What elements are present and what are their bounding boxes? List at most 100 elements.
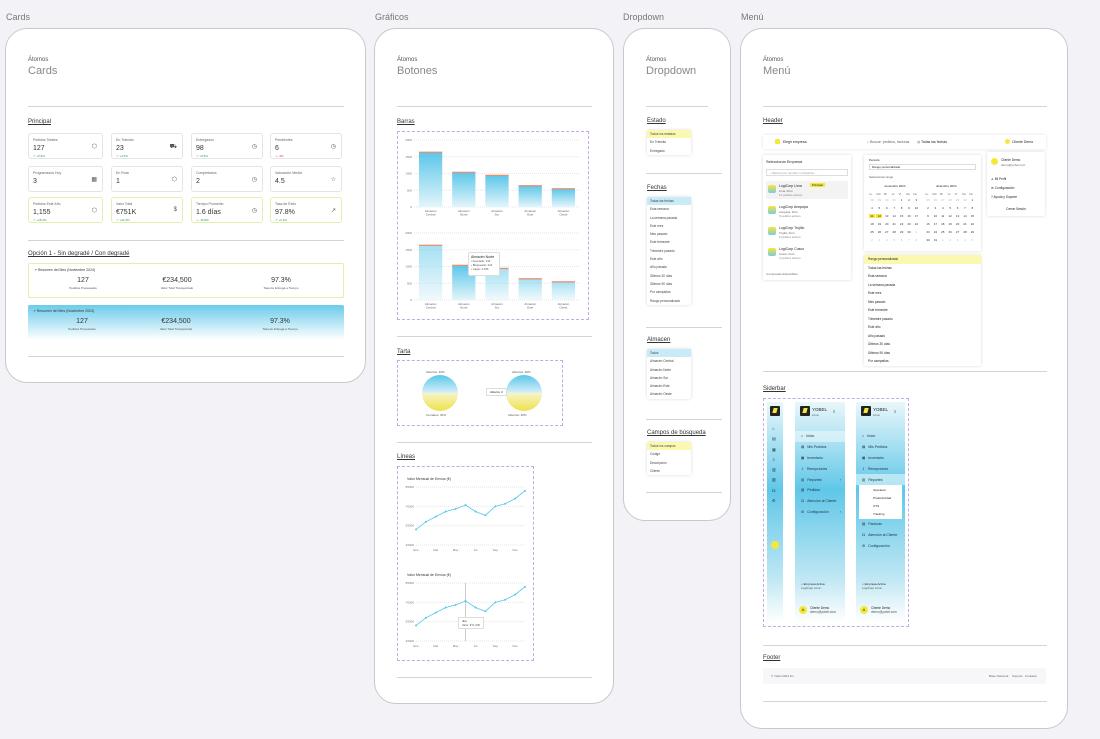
sidebar-item[interactable]: ⚙ Configuración bbox=[856, 541, 905, 552]
calendar-day[interactable]: 5 bbox=[878, 206, 881, 210]
calendar-day[interactable]: 30 bbox=[963, 198, 967, 202]
help-link[interactable]: ? Ayuda y Soporte bbox=[991, 195, 1017, 199]
sidebar-item[interactable]: ⚙ Configuración › bbox=[795, 507, 845, 518]
dropdown-option[interactable]: Mes pasado bbox=[650, 232, 668, 237]
sidebar-item[interactable]: ▦ Inventario bbox=[856, 453, 905, 464]
calendar-day[interactable]: 4 bbox=[941, 206, 944, 210]
calendar-day[interactable]: 16 bbox=[926, 222, 930, 226]
dropdown-option[interactable]: Rango personalizado bbox=[650, 298, 681, 303]
dropdown-option[interactable]: Almacén Oeste bbox=[650, 392, 672, 397]
dropdown-option[interactable]: Por campañas bbox=[650, 290, 671, 295]
calendar-day[interactable]: 7 bbox=[964, 206, 966, 210]
dropdown-option[interactable]: Esta semana bbox=[650, 207, 669, 212]
calendar-day[interactable]: 10 bbox=[933, 214, 938, 218]
calendar-day[interactable]: 3 bbox=[878, 238, 881, 242]
calendar-day[interactable]: 13 bbox=[885, 214, 889, 218]
dropdown-option[interactable]: Almacén Sur bbox=[650, 375, 669, 380]
calendar-day[interactable]: 13 bbox=[955, 214, 960, 218]
calendar-day[interactable]: 19 bbox=[948, 222, 952, 226]
calendar-day[interactable]: 12 bbox=[948, 214, 952, 218]
company-option[interactable]: LogiCorp Arequipa Arequipa, Perú 8 pedidos… bbox=[766, 202, 848, 220]
calendar-day[interactable]: 22 bbox=[970, 222, 975, 226]
dropdown-option[interactable]: Este trimestre bbox=[650, 240, 670, 245]
calendar-day[interactable]: 30 bbox=[907, 230, 911, 234]
sidebar-item[interactable]: ▤ Mis Pedidos bbox=[795, 442, 845, 453]
calendar-day[interactable]: 15 bbox=[899, 214, 904, 218]
calendar-day[interactable]: 26 bbox=[877, 230, 882, 234]
avatar[interactable]: A bbox=[799, 606, 807, 614]
dropdown-option[interactable]: Últimos 30 días bbox=[650, 273, 672, 278]
calendar-day[interactable]: 30 bbox=[926, 238, 930, 242]
company-option[interactable]: LogiCorp Lima Lima, Perú 12 pedidos activo… bbox=[766, 181, 848, 199]
calendar-day[interactable]: 25 bbox=[941, 230, 945, 234]
calendar-day[interactable]: 31 bbox=[892, 198, 896, 202]
sidebar-item[interactable]: ⌂ Inicio bbox=[795, 431, 845, 442]
calendar-day[interactable]: 5 bbox=[893, 238, 896, 242]
submenu-item[interactable]: OTS bbox=[873, 503, 880, 508]
calendar-day[interactable]: 1 bbox=[900, 198, 903, 202]
kpi-card[interactable]: Entregados 98 ↗ +5.5% ◷ bbox=[191, 133, 263, 159]
calendar-day[interactable]: 4 bbox=[871, 206, 873, 210]
kpi-card[interactable]: En Tránsito 23 ↗ +3.5% ⛟ bbox=[111, 133, 183, 159]
sidebar-icon[interactable]: ▤ bbox=[772, 436, 776, 442]
calendar-day[interactable]: 28 bbox=[892, 230, 896, 234]
calendar-day[interactable]: 29 bbox=[955, 198, 960, 202]
calendar-day[interactable]: 26 bbox=[948, 230, 952, 234]
dropdown-option[interactable]: Todos los campos bbox=[647, 442, 691, 451]
calendar-day[interactable]: 19 bbox=[877, 222, 882, 226]
calendar-day[interactable]: 16 bbox=[907, 214, 911, 218]
footer-link[interactable]: Soporte bbox=[1012, 674, 1023, 678]
calendar-day[interactable]: 5 bbox=[971, 238, 974, 242]
logout-button[interactable]: Cerrar Sesión bbox=[1006, 207, 1026, 211]
sidebar-icon[interactable]: ☊ bbox=[772, 487, 776, 493]
settings-link[interactable]: ⚙ Configuración bbox=[991, 186, 1015, 190]
sidebar-item[interactable]: ▦ Inventario bbox=[795, 453, 845, 464]
date-preset-option[interactable]: Rango personalizado bbox=[864, 255, 981, 264]
dropdown-option[interactable]: Últimos 90 días bbox=[650, 281, 672, 286]
sidebar-item[interactable]: ▧ Facturas bbox=[856, 519, 905, 530]
kpi-card[interactable]: En Ruta 1 ⬡ bbox=[111, 166, 183, 192]
calendar-day[interactable]: 30 bbox=[885, 198, 889, 202]
calendar-day[interactable]: 3 bbox=[956, 238, 959, 242]
date-preset-option[interactable]: Esta semana bbox=[868, 274, 887, 278]
calendar-day[interactable]: 1 bbox=[941, 238, 944, 242]
calendar-day[interactable]: 17 bbox=[914, 214, 919, 218]
header-search[interactable]: ⌕ Buscar: pedidos, facturas bbox=[867, 140, 910, 144]
calendar-day[interactable]: 18 bbox=[870, 222, 874, 226]
footer-link[interactable]: Base Nacional bbox=[989, 674, 1009, 678]
calendar-day[interactable]: 15 bbox=[970, 214, 975, 218]
calendar-day[interactable]: 2 bbox=[871, 238, 873, 242]
calendar-day[interactable]: 1 bbox=[915, 230, 918, 234]
date-preset-option[interactable]: Por campañas bbox=[868, 359, 889, 363]
date-preset-option[interactable]: Año pasado bbox=[868, 333, 886, 338]
calendar-day[interactable]: 20 bbox=[885, 222, 889, 226]
date-preset-option[interactable]: Mes pasado bbox=[868, 299, 886, 304]
kpi-card[interactable]: Valor Total €751K ↗ +22.3% $ bbox=[111, 197, 183, 223]
collapse-icon[interactable]: ≡ bbox=[833, 409, 836, 414]
calendar-day[interactable]: 12 bbox=[876, 214, 883, 218]
calendar-day[interactable]: 21 bbox=[892, 222, 896, 226]
calendar-day[interactable]: 26 bbox=[933, 198, 938, 202]
calendar-day[interactable]: 2 bbox=[927, 206, 929, 210]
sidebar-icon[interactable]: ▧ bbox=[772, 477, 776, 483]
footer-link[interactable]: Contacto bbox=[1025, 674, 1038, 678]
dropdown-option[interactable]: Almacén Central bbox=[650, 359, 674, 364]
calendar-day[interactable]: 14 bbox=[963, 214, 967, 218]
kpi-card[interactable]: Tasa de Éxito 97.8% ↗ +2.1% ↗ bbox=[270, 197, 342, 223]
submenu-item[interactable]: Tracking bbox=[873, 511, 885, 516]
calendar-day[interactable]: 6 bbox=[885, 206, 888, 210]
company-search-input[interactable]: ⌕ Buscar por nombre o ubicación... bbox=[766, 169, 848, 176]
calendar-day[interactable]: 29 bbox=[970, 230, 975, 234]
dropdown-option[interactable]: Todos los estados bbox=[647, 130, 691, 139]
sidebar-item[interactable]: ☊ Atención al Cliente bbox=[856, 530, 905, 541]
dropdown-option[interactable]: La semana pasada bbox=[650, 215, 678, 220]
sidebar-icon[interactable]: ⚙ bbox=[772, 498, 776, 504]
avatar[interactable] bbox=[771, 541, 779, 549]
date-preset-option[interactable]: Todas las fechas bbox=[868, 265, 892, 270]
submenu-item[interactable]: Productividad bbox=[873, 495, 892, 500]
calendar-day[interactable]: 28 bbox=[870, 198, 874, 202]
calendar-day[interactable]: 4 bbox=[885, 238, 888, 242]
period-select[interactable]: Rango personalizado bbox=[869, 164, 976, 170]
header-user[interactable]: Cliente Demo bbox=[1012, 140, 1034, 144]
sidebar-icon[interactable]: ⇩ bbox=[772, 456, 776, 462]
